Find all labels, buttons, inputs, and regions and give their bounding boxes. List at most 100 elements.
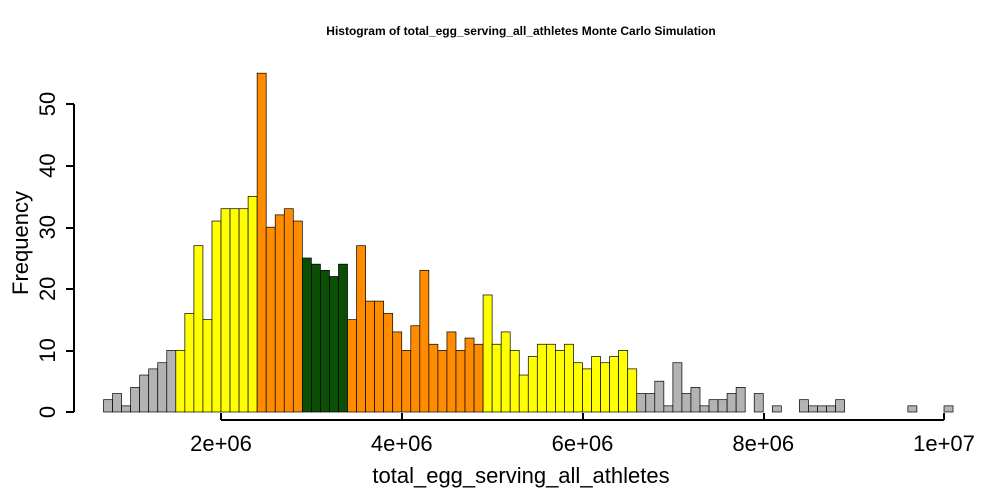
histogram-bar: [419, 269, 430, 413]
histogram-bar: [609, 356, 619, 413]
chart-title: Histogram of total_egg_serving_all_athle…: [326, 24, 715, 38]
histogram-bar: [627, 368, 638, 413]
x-tick-label: 6e+06: [552, 431, 614, 456]
histogram-bar: [726, 393, 737, 413]
y-axis-line: [66, 103, 75, 413]
histogram-bar: [338, 263, 348, 413]
histogram-bar: [238, 208, 249, 413]
histogram-bar: [672, 362, 683, 413]
histogram-bar: [826, 405, 836, 413]
y-tick-label: 40: [35, 153, 60, 177]
histogram-bar: [446, 331, 457, 413]
histogram-bar: [211, 220, 222, 413]
histogram-bar: [437, 350, 448, 413]
histogram-bar: [690, 387, 701, 413]
histogram-bar: [699, 405, 710, 413]
histogram-bar: [573, 362, 583, 413]
histogram-bar: [681, 393, 692, 413]
histogram-bar: [103, 399, 113, 413]
histogram-bar: [907, 405, 918, 413]
histogram-bar: [564, 343, 574, 413]
y-tick-label: 50: [35, 92, 60, 116]
histogram-bar: [139, 374, 150, 413]
histogram-bar: [175, 350, 186, 413]
histogram-bar: [799, 399, 809, 413]
histogram-bar: [582, 368, 592, 413]
histogram-bar: [229, 208, 240, 413]
histogram-bar: [808, 405, 818, 413]
histogram-bar: [202, 319, 213, 413]
histogram-bar: [256, 72, 267, 413]
histogram-bar: [618, 350, 629, 413]
histogram-bar: [591, 356, 601, 413]
histogram-bar: [121, 405, 131, 413]
y-tick-label: 20: [35, 277, 60, 301]
histogram-bar: [645, 393, 656, 413]
histogram-bar: [383, 313, 394, 413]
histogram-bar: [428, 343, 439, 413]
histogram-bar: [184, 313, 195, 413]
histogram-bar: [835, 399, 845, 413]
histogram-bar: [283, 208, 294, 413]
y-tick-label: 10: [35, 338, 60, 362]
histogram-bar: [130, 387, 141, 413]
histogram-bar: [292, 220, 303, 413]
histogram-bar: [374, 300, 385, 413]
y-tick-label: 0: [35, 406, 60, 418]
y-tick-label: 30: [35, 215, 60, 239]
histogram-bar: [545, 343, 556, 413]
x-tick-label: 2e+06: [190, 431, 252, 456]
histogram-bar: [500, 331, 511, 413]
histogram-bar: [518, 374, 529, 413]
histogram-bar: [220, 208, 231, 413]
y-axis-label: Frequency: [8, 191, 33, 295]
histogram-bar: [247, 196, 258, 413]
histogram-bar: [482, 294, 493, 413]
histogram-bar: [654, 380, 665, 413]
histogram-bar: [148, 368, 159, 413]
histogram-bar: [311, 263, 321, 413]
histogram-bar: [193, 245, 204, 413]
histogram-bar: [600, 362, 610, 413]
histogram-bar: [410, 325, 421, 413]
histogram-bar: [329, 276, 339, 413]
histogram-bar: [356, 245, 366, 413]
y-tick-labels: 0 10 20 30 40 50: [35, 92, 60, 418]
histogram-bar: [555, 350, 565, 413]
histogram-bar: [636, 393, 647, 413]
x-tick-label: 4e+06: [371, 431, 433, 456]
histogram-bar: [392, 331, 403, 413]
histogram-bar: [708, 399, 719, 413]
histogram-bar: [464, 337, 475, 413]
x-tick-labels: 2e+06 4e+06 6e+06 8e+06 1e+07: [190, 431, 975, 456]
histogram-bar: [753, 393, 764, 413]
histogram-bar: [157, 362, 168, 413]
x-tick-label: 1e+07: [913, 431, 975, 456]
histogram-bar: [347, 319, 357, 413]
histogram-bar: [301, 257, 312, 413]
histogram-bar: [943, 405, 954, 413]
histogram-bar: [455, 350, 466, 413]
histogram-bar: [509, 350, 520, 413]
histogram-bar: [166, 350, 177, 413]
histogram-bar: [771, 405, 782, 413]
histogram-bar: [717, 399, 728, 413]
histogram-bar: [365, 300, 375, 413]
x-axis-line: [220, 413, 945, 421]
histogram-bar: [735, 387, 746, 413]
histogram-bar: [536, 343, 547, 413]
histogram-bar: [265, 226, 276, 413]
x-tick-label: 8e+06: [732, 431, 794, 456]
histogram-bar: [274, 214, 285, 413]
x-axis-label: total_egg_serving_all_athletes: [372, 463, 669, 488]
histogram-bar: [401, 350, 412, 413]
histogram-bar: [817, 405, 827, 413]
histogram-bar: [663, 405, 674, 413]
histogram-bar: [491, 343, 502, 413]
histogram-bar: [473, 343, 484, 413]
histogram-bar: [112, 393, 122, 413]
histogram-bar: [320, 269, 330, 413]
bars-group: [103, 72, 954, 413]
